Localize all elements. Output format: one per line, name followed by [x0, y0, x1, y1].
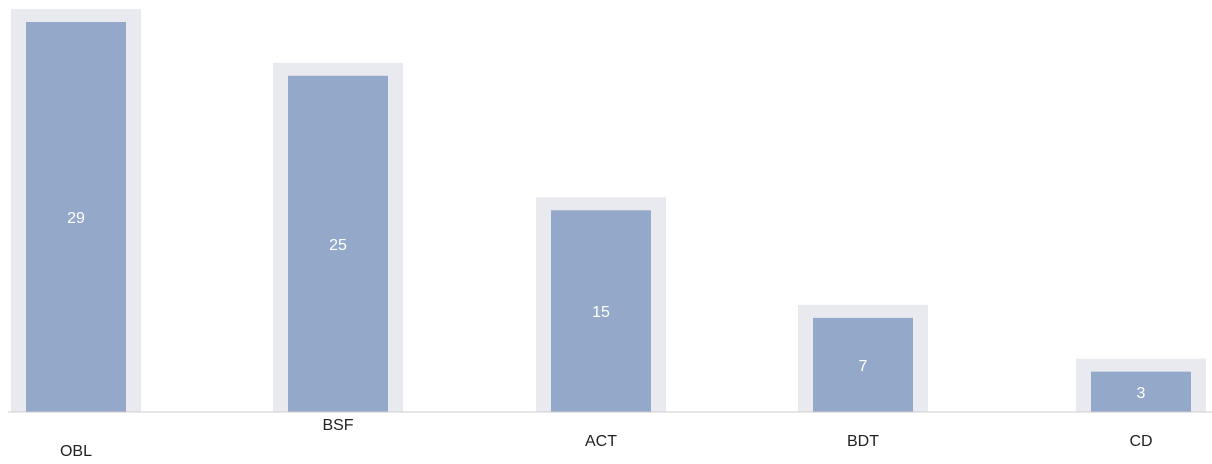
bar-act[interactable]	[551, 210, 651, 412]
bar-obl[interactable]	[26, 22, 126, 412]
bar-bsf[interactable]	[288, 75, 388, 413]
tick-label-act: ACT	[585, 433, 617, 450]
tick-label-cd: CD	[1129, 433, 1152, 450]
value-label-bdt: 7	[859, 358, 868, 375]
x-tick-labels: OBL BSF ACT BDT CD	[60, 417, 1153, 460]
value-labels: 29 25 15 7 3	[67, 210, 1145, 402]
bar-bdt[interactable]	[813, 317, 913, 412]
bars	[26, 22, 1191, 413]
value-label-obl: 29	[67, 210, 85, 227]
value-label-bsf: 25	[329, 237, 347, 254]
bar-cd[interactable]	[1091, 371, 1191, 412]
tick-label-bsf: BSF	[322, 417, 353, 434]
tick-label-obl: OBL	[60, 443, 92, 460]
value-label-act: 15	[592, 304, 610, 321]
value-label-cd: 3	[1137, 385, 1146, 402]
tick-label-bdt: BDT	[847, 433, 879, 450]
